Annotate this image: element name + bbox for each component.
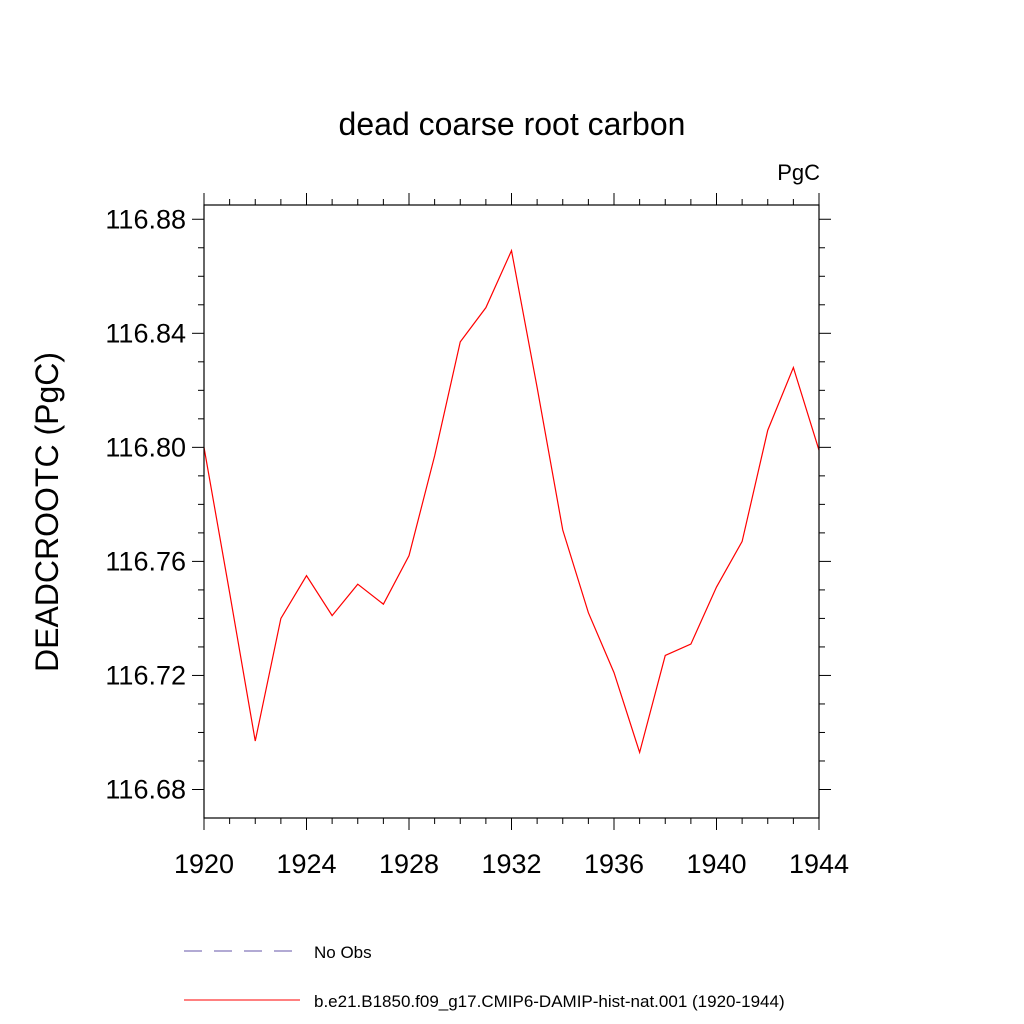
legend-label: b.e21.B1850.f09_g17.CMIP6-DAMIP-hist-nat…	[314, 992, 785, 1011]
y-tick-label: 116.76	[105, 546, 186, 576]
axis-ticks	[192, 193, 831, 830]
legend-label: No Obs	[314, 943, 372, 962]
x-tick-label: 1920	[174, 849, 234, 879]
plot-frame	[203, 204, 820, 819]
y-tick-label: 116.68	[105, 774, 186, 804]
x-tick-label: 1940	[686, 849, 746, 879]
y-tick-label: 116.80	[105, 432, 186, 462]
legend: No Obs b.e21.B1850.f09_g17.CMIP6-DAMIP-hi…	[184, 943, 785, 1011]
x-tick-label: 1944	[789, 849, 849, 879]
y-axis-label: DEADCROOTC (PgC)	[29, 352, 65, 672]
y-tick-label: 116.88	[105, 204, 186, 234]
x-tick-label: 1928	[379, 849, 439, 879]
x-tick-label: 1936	[584, 849, 644, 879]
x-tick-label: 1924	[276, 849, 336, 879]
y-tick-label: 116.72	[105, 660, 186, 690]
units-label: PgC	[777, 160, 820, 185]
y-tick-label: 116.84	[105, 318, 186, 348]
series-line	[203, 248, 820, 755]
axis-tick-labels: 1920 1924 1928 1932 1936 1940 1944 116.68 116.72…	[105, 204, 849, 879]
chart-title: dead coarse root carbon	[339, 106, 686, 142]
x-tick-label: 1932	[481, 849, 541, 879]
series-layer	[203, 248, 820, 755]
